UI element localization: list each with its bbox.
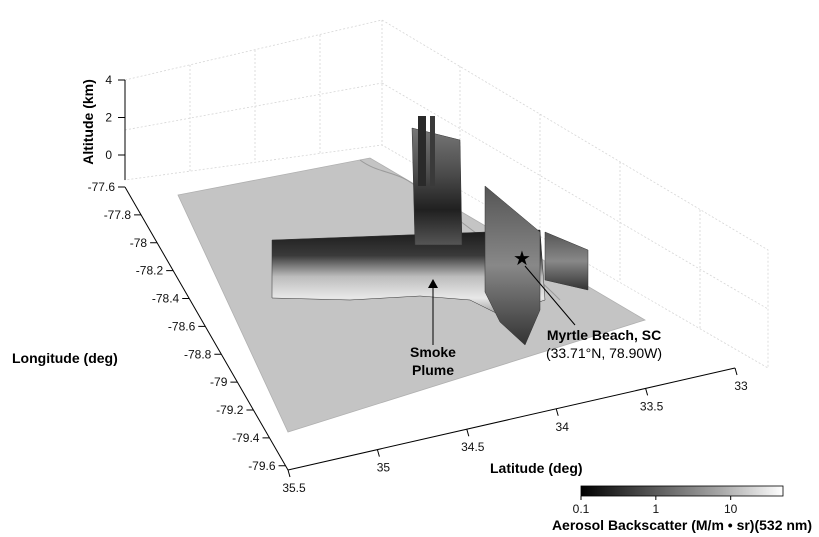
curtain-east [544,231,589,291]
longitude-axis-line [124,186,289,471]
smoke-label-2: Plume [412,362,454,378]
site-coords: (33.71°N, 78.90W) [546,345,662,361]
z-tick-label: 2 [105,111,112,125]
lidar-curtains [271,116,589,346]
site-star-icon: ★ [513,246,531,270]
x-tick-label: 34 [556,420,570,434]
x-tick-label: 33 [734,379,748,393]
x-tick-mark [466,429,470,437]
z-axis-title: Altitude (km) [80,79,96,165]
y-tick-label: -78.6 [168,319,196,333]
x-tick-mark [555,408,559,416]
x-tick-label: 35.5 [282,481,306,495]
colorbar-tick-label: 0.1 [573,502,590,516]
x-tick-mark [734,367,738,376]
site-arrow [524,265,576,326]
site-name: Myrtle Beach, SC [547,327,661,343]
y-tick-label: -79.4 [232,431,260,445]
colorbar-label: Aerosol Backscatter (M/m • sr)(532 nm) [552,517,812,533]
y-tick-label: -79 [210,375,228,389]
x-tick-label: 35 [377,461,391,475]
colorbar-ticks: 0.1 1 10 [573,496,738,516]
y-tick-label: -78.4 [152,292,180,306]
smoke-annotation: Smoke Plume [410,279,456,378]
x-tick-label: 33.5 [640,399,664,413]
latitude-axis-line [287,367,736,471]
curtain-strip [418,116,426,186]
curtain-cross [484,185,541,346]
z-tick-label: 0 [105,148,112,162]
y-tick-label: -78.8 [184,347,212,361]
curtain-strip [430,116,435,186]
site-annotation: Myrtle Beach, SC (33.71°N, 78.90W) [524,265,662,361]
curtain-main [271,229,546,316]
colorbar-tick-label: 10 [724,502,738,516]
x-tick-label: 34.5 [461,440,485,454]
y-tick-label: -79.6 [248,459,276,473]
y-axis-title: Longitude (deg) [12,350,118,366]
colorbar-tick-label: 1 [652,502,659,516]
gridline [124,82,383,131]
colorbar: 0.1 1 10 Aerosol Backscatter (M/m • sr)(53… [552,485,812,533]
y-tick-label: -78 [130,236,148,250]
y-tick-label: -78.2 [136,264,164,278]
colorbar-gradient [580,485,784,497]
smoke-label-1: Smoke [410,344,456,360]
x-axis-title: Latitude (deg) [490,460,583,476]
smoke-arrowhead [428,279,438,288]
x-tick-mark [287,469,291,478]
y-tick-label: -77.8 [104,208,132,222]
y-tick-label: -77.6 [88,180,116,194]
x-tick-mark [645,388,649,396]
x-tick-mark [376,449,380,457]
gridline [381,82,769,310]
z-tick-label: 4 [105,73,112,87]
y-tick-label: -79.2 [216,403,244,417]
tick-layer: 0 2 4 -77.6 -77.8 -78 -78.2 -78.4 -78.6 -78.8 -79 -… [88,73,748,495]
